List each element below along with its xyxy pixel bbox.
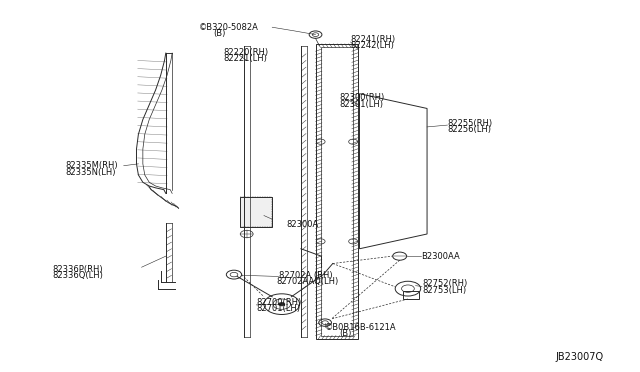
Text: ©B320-5082A: ©B320-5082A: [199, 23, 259, 32]
Text: 82753(LH): 82753(LH): [422, 286, 466, 295]
Circle shape: [278, 302, 285, 306]
Text: JB23007Q: JB23007Q: [556, 352, 604, 362]
Text: 82700(RH): 82700(RH): [256, 298, 301, 307]
Text: 82752(RH): 82752(RH): [422, 279, 467, 288]
Text: 82242(LH): 82242(LH): [351, 41, 394, 50]
Text: (B): (B): [339, 329, 351, 338]
Bar: [241, 197, 272, 227]
Text: 82255(RH): 82255(RH): [447, 119, 493, 128]
Text: 82702A (RH): 82702A (RH): [278, 271, 332, 280]
Text: 82241(RH): 82241(RH): [351, 35, 396, 44]
Text: B2300AA: B2300AA: [420, 252, 460, 262]
Text: 82701(LH): 82701(LH): [256, 304, 300, 314]
Text: 82336Q(LH): 82336Q(LH): [52, 271, 103, 280]
Text: 82300(RH): 82300(RH): [339, 93, 385, 102]
Text: 82335N(LH): 82335N(LH): [65, 168, 116, 177]
Text: 82221(LH): 82221(LH): [223, 54, 267, 63]
Text: 82702AAQ(LH): 82702AAQ(LH): [276, 278, 339, 286]
Text: (B): (B): [213, 29, 225, 38]
Bar: [403, 291, 419, 299]
Text: 82336P(RH): 82336P(RH): [52, 264, 103, 273]
Text: ©B0B16B-6121A: ©B0B16B-6121A: [325, 323, 397, 331]
Text: 82256(LH): 82256(LH): [447, 125, 492, 134]
Bar: [321, 47, 353, 336]
Text: 82220(RH): 82220(RH): [223, 48, 268, 57]
Text: 82300A: 82300A: [287, 220, 319, 229]
Bar: [316, 44, 358, 339]
Text: 82335M(RH): 82335M(RH): [65, 161, 118, 170]
Text: 82301(LH): 82301(LH): [339, 100, 383, 109]
